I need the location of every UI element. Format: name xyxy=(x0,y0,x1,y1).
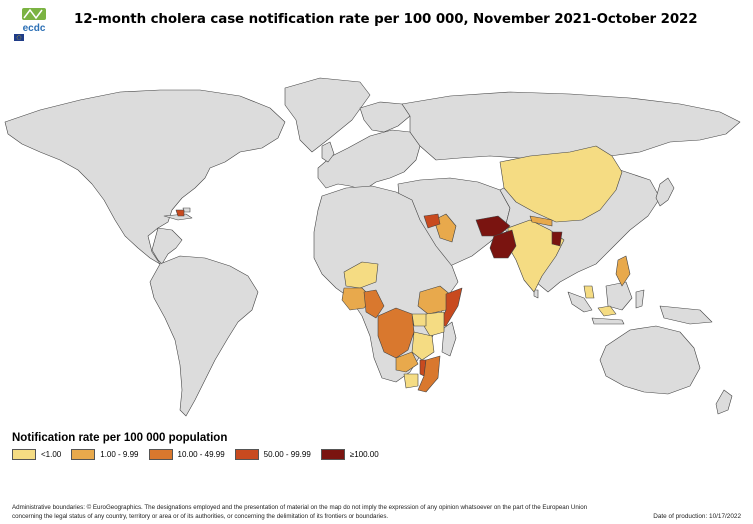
central-america xyxy=(151,227,183,265)
region-niger xyxy=(343,261,379,289)
region-drc xyxy=(377,307,415,359)
uk xyxy=(321,141,335,163)
region-pakistan xyxy=(489,229,517,259)
sulawesi xyxy=(635,289,645,309)
region-india xyxy=(507,219,565,293)
legend-label: <1.00 xyxy=(41,450,62,459)
sri-lanka xyxy=(533,289,539,299)
madagascar xyxy=(441,321,457,357)
legend-swatch xyxy=(148,449,173,460)
legend-item: 10.00 - 49.99 xyxy=(148,449,225,460)
region-tanzania xyxy=(411,331,435,361)
legend-swatch xyxy=(234,449,259,460)
north-america xyxy=(4,89,286,265)
legend-label: 1.00 - 9.99 xyxy=(100,450,139,459)
land-base xyxy=(4,77,741,417)
region-indonesia xyxy=(597,305,617,317)
logo-text: ecdc xyxy=(23,23,46,34)
region-philippines xyxy=(615,255,631,287)
region-china xyxy=(499,145,623,223)
region-mozambique xyxy=(417,355,441,393)
legend-label: ≥100.00 xyxy=(349,450,379,459)
country-fills xyxy=(175,145,631,393)
region-syria xyxy=(423,213,441,229)
russia xyxy=(401,91,741,163)
region-haiti xyxy=(175,209,185,217)
region-zimbabwe xyxy=(403,373,419,389)
australia xyxy=(599,325,701,395)
region-bangladesh xyxy=(551,231,563,247)
region-afghanistan xyxy=(475,215,511,237)
japan xyxy=(655,177,675,207)
sumatra xyxy=(567,291,593,313)
world-map xyxy=(4,77,741,417)
greenland xyxy=(284,77,371,153)
region-uganda xyxy=(411,313,427,327)
production-date: Date of production: 10/17/2022 xyxy=(653,513,741,520)
legend-item: 1.00 - 9.99 xyxy=(71,449,139,460)
legend-label: 50.00 - 99.99 xyxy=(263,450,311,459)
legend-label: 10.00 - 49.99 xyxy=(177,450,225,459)
legend-item: 50.00 - 99.99 xyxy=(234,449,311,460)
legend-item: ≥100.00 xyxy=(320,449,379,460)
new-guinea xyxy=(659,305,713,325)
region-zambia xyxy=(395,351,419,373)
region-cameroon xyxy=(363,289,385,319)
ecdc-logo: ecdc xyxy=(14,8,46,41)
legend-item: <1.00 xyxy=(12,449,61,460)
legend-title: Notification rate per 100 000 population xyxy=(12,432,228,444)
south-america xyxy=(149,255,259,417)
footnote: Administrative boundaries: © EuroGeograp… xyxy=(12,504,588,520)
legend-swatch xyxy=(320,449,345,460)
new-zealand xyxy=(715,389,733,415)
legend-swatch xyxy=(71,449,96,460)
region-malaysia xyxy=(583,285,595,299)
legend: <1.00 1.00 - 9.99 10.00 - 49.99 50.00 - … xyxy=(12,449,389,460)
legend-swatch xyxy=(12,449,36,460)
java xyxy=(591,317,625,325)
page-title: 12-month cholera case notification rate … xyxy=(74,12,698,27)
scandinavia xyxy=(359,101,411,133)
region-nepal xyxy=(529,215,553,227)
europe xyxy=(317,129,421,191)
